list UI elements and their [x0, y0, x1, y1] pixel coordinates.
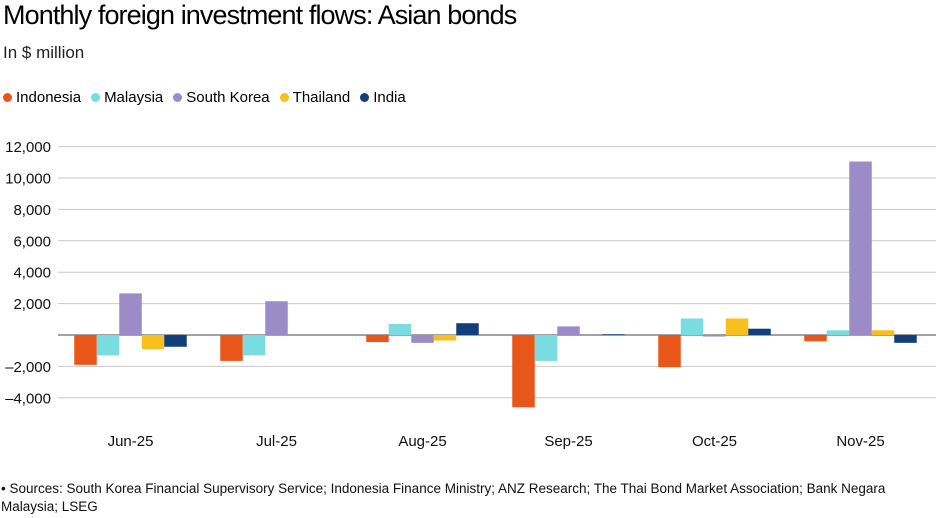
y-tick-label: 12,000 — [5, 139, 51, 156]
x-tick-label: Oct-25 — [692, 433, 737, 450]
chart-subtitle: In $ million — [3, 43, 85, 62]
bar — [411, 335, 434, 343]
bar — [804, 335, 827, 342]
bar — [725, 318, 749, 335]
legend-item-thailand: Thailand — [279, 89, 351, 106]
chart-title: Monthly foreign investment flows: Asian … — [3, 0, 517, 30]
legend-label: Malaysia — [104, 89, 164, 106]
bar — [894, 335, 917, 343]
y-tick-label: 8,000 — [13, 202, 51, 219]
bar — [512, 335, 535, 408]
x-tick-label: Aug-25 — [398, 433, 446, 450]
legend-item-indonesia: Indonesia — [3, 89, 81, 106]
bar — [748, 328, 771, 335]
bar — [141, 335, 165, 350]
x-tick-label: Sep-25 — [544, 433, 592, 450]
bar — [849, 161, 872, 335]
legend-swatch — [279, 93, 289, 102]
bar — [826, 330, 850, 335]
legend-item-malaysia: Malaysia — [91, 89, 163, 106]
legend-item-india: India — [360, 89, 406, 106]
bar-chart: 12,000 10,000 8,000 6,000 4,000 2,000 –2,000 –4… — [5, 139, 936, 450]
legend-label: Indonesia — [16, 89, 82, 106]
x-tick-label: Nov-25 — [836, 433, 884, 450]
legend-label: South Korea — [186, 89, 270, 106]
y-tick-label: 6,000 — [13, 233, 51, 250]
y-tick-label: 2,000 — [13, 296, 51, 313]
legend-swatch — [173, 93, 183, 102]
bar — [388, 324, 412, 335]
x-tick-label: Jul-25 — [256, 433, 297, 450]
bar — [680, 318, 704, 335]
legend: Indonesia Malaysia South Korea Thailand … — [3, 89, 416, 106]
bar — [242, 335, 266, 356]
legend-swatch — [91, 93, 101, 102]
legend-label: India — [373, 89, 406, 106]
bar — [265, 301, 288, 335]
bar — [658, 335, 681, 368]
bar — [456, 323, 479, 335]
legend-item-south-korea: South Korea — [173, 89, 270, 106]
y-tick-label: –4,000 — [5, 390, 51, 407]
bar — [164, 335, 187, 347]
bar — [602, 334, 625, 336]
y-tick-label: –2,000 — [5, 359, 51, 376]
bar — [119, 293, 142, 335]
y-tick-label: 10,000 — [5, 171, 51, 188]
bar — [557, 326, 580, 335]
bar — [366, 335, 389, 343]
bar — [703, 335, 726, 337]
y-tick-label: 4,000 — [13, 265, 51, 282]
source-note: • Sources: South Korea Financial Supervi… — [1, 481, 886, 514]
legend-label: Thailand — [292, 89, 351, 106]
bar — [433, 335, 457, 341]
legend-swatch — [3, 93, 12, 102]
legend-swatch — [360, 93, 370, 102]
x-tick-label: Jun-25 — [108, 433, 154, 450]
bar — [871, 330, 895, 335]
bar — [534, 335, 558, 361]
bar — [220, 335, 243, 361]
bar — [96, 335, 120, 356]
bar — [74, 335, 97, 365]
